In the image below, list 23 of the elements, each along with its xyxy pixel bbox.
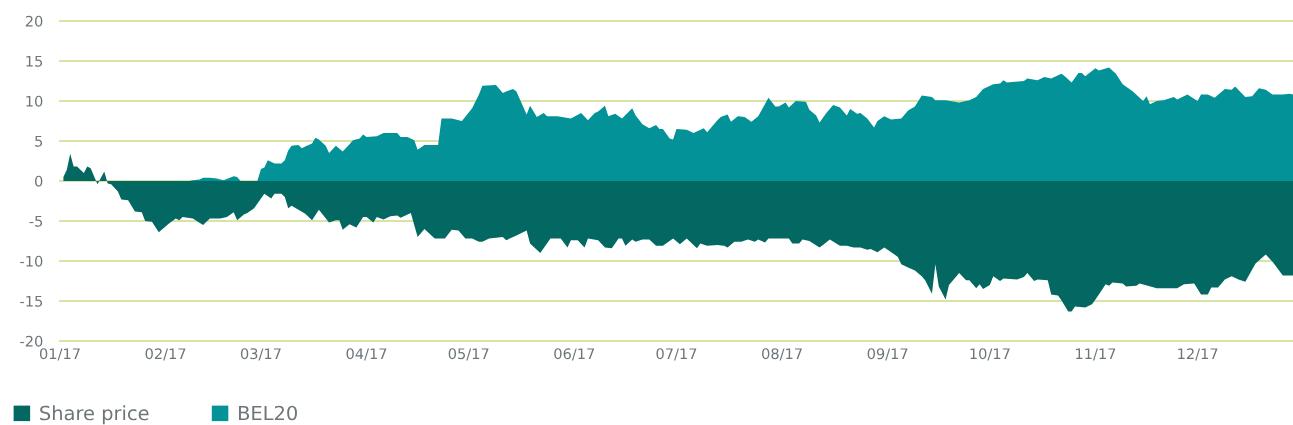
y-tick-label: 5 (35, 135, 43, 147)
x-tick-label: 06/17 (554, 348, 595, 361)
y-tick-label: 0 (35, 175, 43, 187)
x-tick-label: 12/17 (1178, 348, 1218, 361)
y-tick-label: 10 (26, 95, 43, 107)
x-tick-label: 08/17 (762, 348, 802, 361)
x-tick-label: 01/17 (39, 348, 80, 361)
y-tick-label: -15 (20, 295, 43, 307)
x-tick-label: 09/17 (867, 348, 908, 361)
x-tick-label: 04/17 (346, 348, 387, 361)
y-tick-label: 15 (26, 55, 43, 67)
x-tick-label: 05/17 (448, 348, 489, 361)
x-tick-label: 10/17 (970, 348, 1010, 361)
y-tick-label: -20 (20, 335, 43, 347)
legend-label: BEL20 (238, 405, 297, 421)
x-tick-label: 03/17 (240, 348, 281, 361)
x-tick-label: 07/17 (656, 348, 697, 361)
legend-label: Share price (40, 405, 149, 425)
y-tick-label: -5 (29, 215, 43, 227)
y-tick-label: 20 (25, 15, 43, 27)
x-tick-label: 11/17 (1076, 348, 1116, 361)
y-tick-label: -10 (20, 255, 43, 267)
x-tick-label: 02/17 (145, 348, 186, 361)
